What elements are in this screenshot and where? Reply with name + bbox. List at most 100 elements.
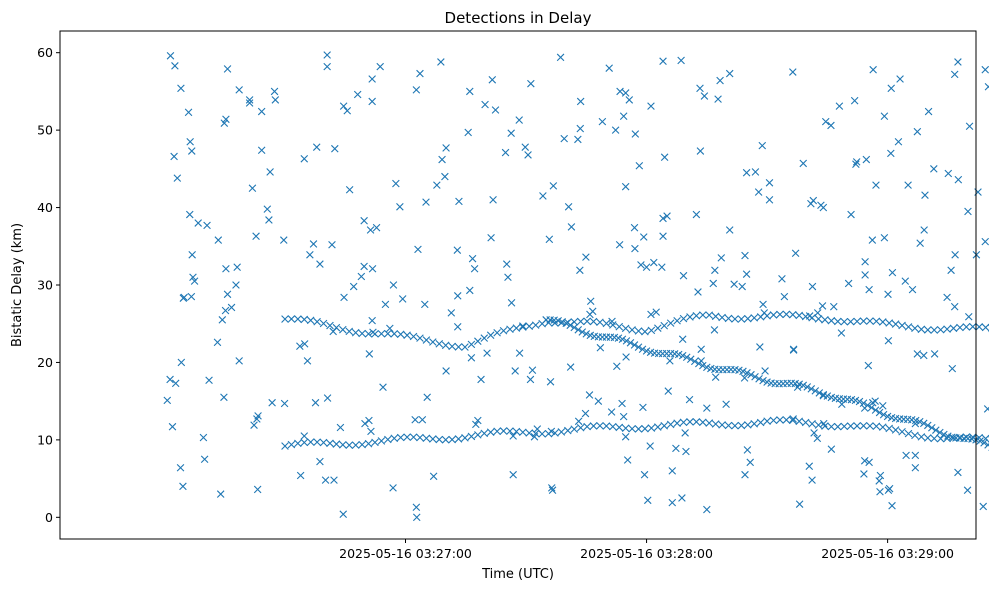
detection-marker <box>506 325 514 334</box>
detection-marker <box>386 324 394 333</box>
detection-marker <box>396 202 404 211</box>
detection-marker <box>740 374 749 382</box>
detection-marker <box>205 376 213 385</box>
detection-marker <box>528 366 537 374</box>
detection-marker <box>901 277 910 285</box>
detection-marker <box>179 294 188 302</box>
detection-marker <box>576 124 585 133</box>
detection-marker <box>751 168 760 176</box>
detection-marker <box>512 427 521 436</box>
detection-marker <box>223 290 232 299</box>
detection-marker <box>454 343 463 351</box>
detection-marker <box>296 471 305 480</box>
detection-marker <box>625 96 634 104</box>
detection-marker <box>722 400 730 409</box>
detection-marker <box>615 423 624 432</box>
detection-marker <box>389 484 397 492</box>
detection-marker <box>694 288 702 296</box>
detection-marker <box>472 420 480 429</box>
detection-marker <box>574 326 583 334</box>
detection-marker <box>493 328 501 337</box>
detection-marker <box>862 155 871 164</box>
detection-marker <box>368 75 376 83</box>
detection-marker <box>486 428 495 436</box>
detection-marker <box>564 426 572 435</box>
detection-marker <box>300 154 309 163</box>
detection-marker <box>467 340 476 349</box>
detection-marker <box>608 317 616 326</box>
x-tick-label: 2025-05-16 03:29:00 <box>821 546 954 561</box>
detection-marker <box>652 308 660 316</box>
detection-marker <box>488 75 497 84</box>
detection-marker <box>884 336 893 345</box>
detection-marker <box>710 326 719 334</box>
detection-marker <box>867 403 876 412</box>
detection-marker <box>811 387 820 395</box>
detection-marker <box>455 197 463 206</box>
detection-marker <box>453 246 462 254</box>
detection-marker <box>379 383 387 392</box>
detection-marker <box>441 341 450 350</box>
detection-marker <box>686 418 694 426</box>
detection-marker <box>589 422 598 430</box>
detection-marker <box>871 406 880 414</box>
detection-marker <box>266 168 274 176</box>
detection-marker <box>685 395 694 404</box>
detection-marker <box>697 345 705 354</box>
detection-marker <box>928 423 936 432</box>
detection-marker <box>367 427 375 436</box>
detection-marker <box>975 323 984 331</box>
detection-marker <box>558 318 566 326</box>
detection-marker <box>894 137 903 146</box>
detection-marker <box>647 326 656 335</box>
detection-marker <box>640 470 649 479</box>
detection-marker <box>250 421 258 429</box>
y-axis-label: Bistatic Delay (km) <box>10 223 25 347</box>
detection-marker <box>519 428 527 437</box>
detection-marker <box>819 390 828 399</box>
y-tick-label: 40 <box>37 200 53 215</box>
detection-marker <box>891 320 900 328</box>
detection-marker <box>331 144 339 153</box>
detection-marker <box>312 143 321 151</box>
detection-marker <box>819 419 828 428</box>
detection-marker <box>984 441 989 449</box>
detection-marker <box>441 172 449 181</box>
detection-marker <box>643 496 652 505</box>
detection-marker <box>887 149 895 158</box>
detection-marker <box>626 338 635 347</box>
detection-marker <box>880 233 889 242</box>
detection-marker <box>951 251 959 259</box>
detection-marker <box>418 415 427 424</box>
detection-marker <box>866 422 874 430</box>
detection-marker <box>668 498 677 507</box>
detection-marker <box>596 421 604 430</box>
detection-marker <box>588 307 597 316</box>
detection-marker <box>321 476 330 484</box>
detection-marker <box>396 330 405 339</box>
detection-marker <box>502 260 511 268</box>
detection-marker <box>936 428 944 437</box>
detection-marker <box>515 349 524 357</box>
detection-marker <box>621 324 630 333</box>
detection-marker <box>678 351 687 360</box>
detection-marker <box>737 315 746 323</box>
detection-marker <box>188 251 196 259</box>
y-tick-label: 10 <box>37 432 53 447</box>
detection-marker <box>799 159 808 168</box>
detection-marker <box>409 332 418 341</box>
detection-marker <box>865 458 873 467</box>
detection-marker <box>731 421 739 430</box>
detection-marker <box>724 314 733 323</box>
detection-marker <box>699 361 707 370</box>
detection-marker <box>398 295 407 303</box>
detection-marker <box>345 185 354 194</box>
detection-marker <box>316 260 324 268</box>
detection-marker <box>646 442 654 450</box>
detection-marker <box>364 439 373 448</box>
detection-marker <box>860 470 868 478</box>
detection-marker <box>467 354 476 362</box>
detection-marker <box>222 264 230 273</box>
detection-marker <box>507 129 515 138</box>
detection-marker <box>501 148 510 157</box>
